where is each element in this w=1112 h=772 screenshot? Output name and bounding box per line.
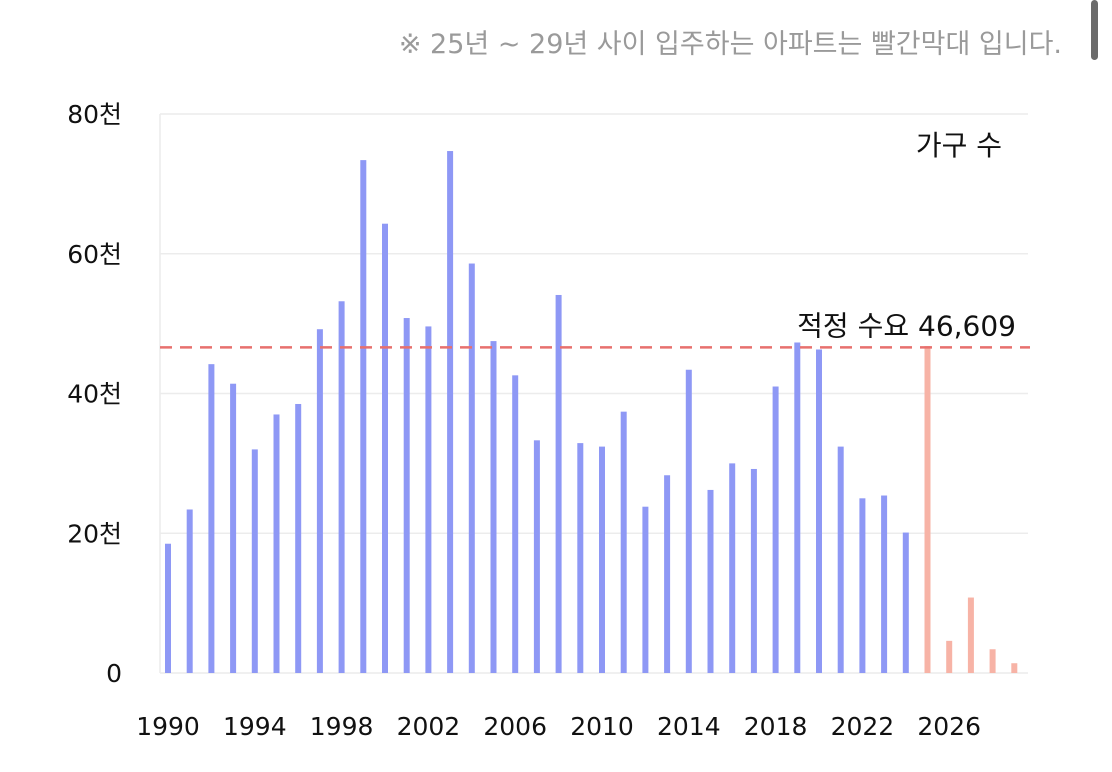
bar-2005: [490, 341, 497, 673]
bar-2003: [447, 151, 454, 673]
bar-2009: [577, 443, 584, 673]
bar-2025: [924, 345, 931, 673]
x-tick-label: 2014: [657, 712, 721, 741]
bar-2010: [599, 446, 605, 673]
x-tick-label: 2006: [483, 712, 547, 741]
bar-2002: [425, 326, 432, 673]
chart-note: ※ 25년 ~ 29년 사이 입주하는 아파트는 빨간막대 입니다.: [398, 29, 1062, 60]
grid-lines: [159, 113, 1028, 674]
x-tick-label: 2022: [831, 712, 895, 741]
bar-2024: [902, 532, 909, 673]
bar-2001: [403, 318, 410, 673]
bar-2007: [533, 440, 540, 673]
bar-2004: [468, 263, 475, 673]
x-tick-label: 2010: [570, 712, 634, 741]
bar-2026: [946, 640, 953, 673]
bar-1994: [251, 449, 258, 673]
bar-2028: [989, 649, 996, 673]
bar-2014: [685, 369, 692, 673]
bar-2020: [816, 349, 822, 673]
bar-1991: [186, 509, 193, 673]
bar-2015: [707, 489, 714, 673]
bar-2022: [859, 498, 866, 673]
y-tick-label: 60천: [67, 240, 122, 269]
scrollbar[interactable]: [1091, 0, 1098, 60]
reference-line-label: 적정 수요 46,609: [797, 309, 1016, 342]
y-axis-ticks: 0 20천 40천 60천 80천: [67, 100, 122, 688]
x-tick-label: 1998: [310, 712, 374, 741]
x-tick-label: 2018: [744, 712, 808, 741]
y-tick-label: 20천: [67, 519, 122, 548]
bar-1995: [273, 414, 280, 673]
x-tick-label: 2026: [917, 712, 981, 741]
bar-1992: [208, 364, 215, 673]
bar-1999: [360, 160, 367, 673]
bar-2000: [382, 223, 388, 674]
y-tick-label: 40천: [67, 380, 122, 409]
bar-1998: [338, 301, 345, 673]
x-tick-label: 1994: [223, 712, 287, 741]
bar-1996: [295, 403, 302, 673]
y-tick-label: 0: [106, 659, 122, 688]
x-tick-label: 2002: [397, 712, 461, 741]
bars: [165, 151, 1018, 674]
bar-2023: [881, 495, 888, 673]
x-axis-ticks: 1990 1994 1998 2002 2006 2010 2014 2018 2022 2026: [136, 712, 981, 741]
bar-2016: [729, 463, 736, 673]
bar-2029: [1011, 663, 1018, 673]
y-tick-label: 80천: [67, 100, 122, 129]
bar-2017: [750, 468, 757, 673]
bar-2008: [555, 294, 562, 673]
bar-2027: [967, 597, 974, 673]
bar-2011: [620, 411, 627, 673]
bar-1990: [165, 543, 171, 673]
legend-label: 가구 수: [916, 129, 1002, 162]
x-tick-label: 1990: [136, 712, 200, 741]
bar-2006: [512, 375, 519, 673]
bar-2019: [794, 342, 801, 673]
bar-2012: [642, 506, 649, 673]
bar-2021: [837, 446, 844, 673]
bar-2018: [772, 386, 779, 673]
bar-1993: [230, 383, 237, 673]
bar-1997: [316, 329, 323, 673]
bar-2013: [664, 475, 671, 673]
